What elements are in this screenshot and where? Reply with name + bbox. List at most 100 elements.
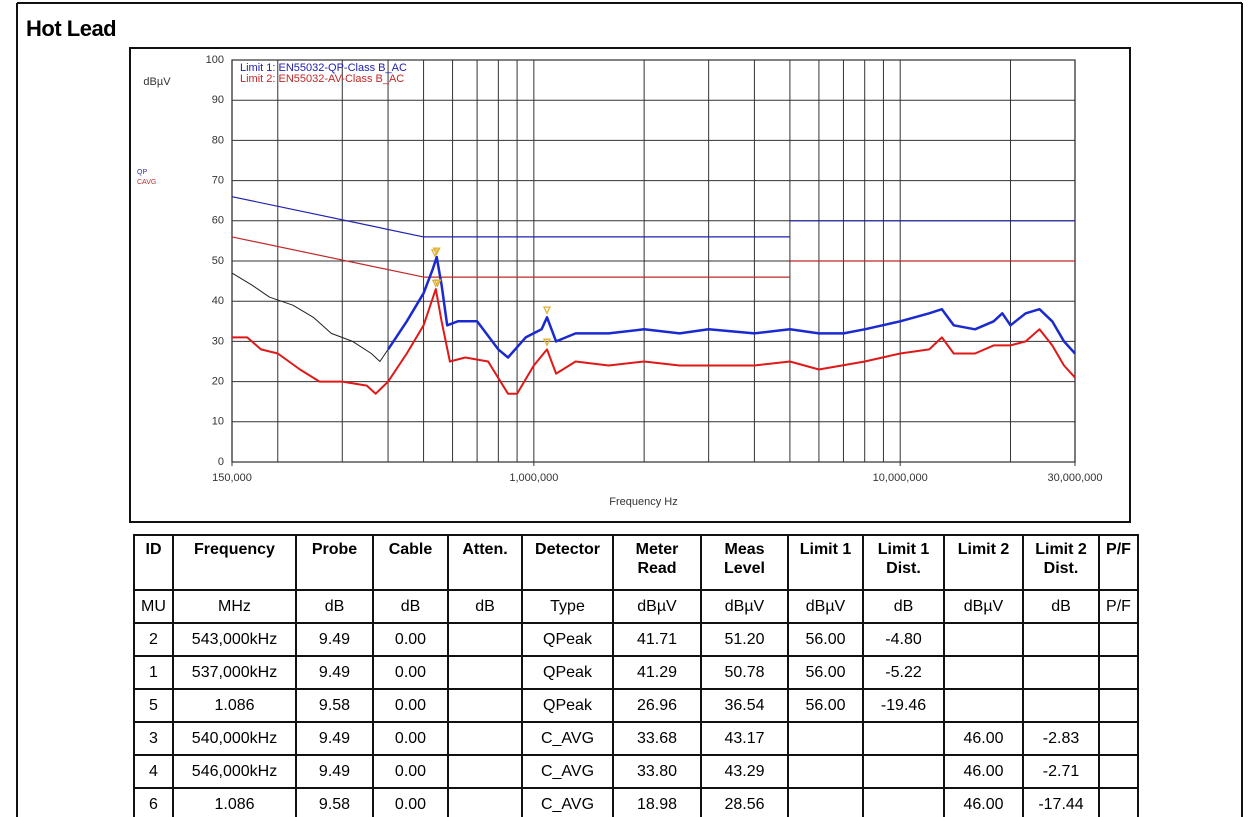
table-cell <box>862 721 945 756</box>
y-tick-label: 40 <box>212 295 224 307</box>
table-cell <box>787 754 864 789</box>
table-cell: Probe <box>295 534 374 591</box>
x-tick-label: 10,000,000 <box>873 472 928 484</box>
table-cell <box>447 622 523 657</box>
table-cell: 56.00 <box>787 622 864 657</box>
table-cell: 9.49 <box>295 655 374 690</box>
marker <box>430 249 439 258</box>
table-cell: 56.00 <box>787 655 864 690</box>
table-cell <box>787 721 864 756</box>
table-cell: Meter Read <box>612 534 702 591</box>
table-cell: 18.98 <box>612 787 702 817</box>
table-cell: 0.00 <box>372 787 449 817</box>
table-cell: 41.29 <box>612 655 702 690</box>
table-cell: 0.00 <box>372 622 449 657</box>
table-cell <box>862 787 945 817</box>
table-cell: 0.00 <box>372 721 449 756</box>
table-cell: MU <box>133 589 174 624</box>
table-cell: 546,000kHz <box>172 754 297 789</box>
table-cell: dBµV <box>612 589 702 624</box>
table-cell: Limit 2 Dist. <box>1022 534 1100 591</box>
legend-entry: Limit 1: EN55032-QP-Class B_AC <box>240 62 407 74</box>
series-line <box>231 196 1075 238</box>
table-cell: P/F <box>1098 534 1139 591</box>
chart-box <box>129 47 1131 523</box>
table-cell <box>1098 787 1139 817</box>
table-cell: Limit 1 Dist. <box>862 534 945 591</box>
table-cell: 9.49 <box>295 754 374 789</box>
table-cell <box>943 655 1024 690</box>
table-cell: 1 <box>133 655 174 690</box>
table-cell: -4.80 <box>862 622 945 657</box>
table-cell: 51.20 <box>700 622 789 657</box>
table-cell: C_AVG <box>521 787 614 817</box>
table-cell: dB <box>862 589 945 624</box>
table-cell: 56.00 <box>787 688 864 723</box>
table-cell: 0.00 <box>372 754 449 789</box>
header-row: ID Frequency Probe Cable Atten. Detector Meter… <box>133 534 1139 591</box>
table-cell: Meas Level <box>700 534 789 591</box>
table-cell: 6 <box>133 787 174 817</box>
table-cell <box>447 688 523 723</box>
table-cell: 0.00 <box>372 688 449 723</box>
table-cell: -17.44 <box>1022 787 1100 817</box>
table-cell <box>1098 622 1139 657</box>
table-cell: 43.29 <box>700 754 789 789</box>
table-cell: 46.00 <box>943 754 1024 789</box>
table-cell <box>1098 655 1139 690</box>
y-tick-label: 80 <box>212 134 224 146</box>
table-cell: 543,000kHz <box>172 622 297 657</box>
marker <box>542 306 552 315</box>
side-label: CAVG <box>137 179 156 186</box>
y-tick-label: 100 <box>206 54 224 66</box>
table-cell: dB <box>447 589 523 624</box>
table-cell: MHz <box>172 589 297 624</box>
table-cell: 33.80 <box>612 754 702 789</box>
table-cell: 36.54 <box>700 688 789 723</box>
table-cell: 28.56 <box>700 787 789 817</box>
table-cell <box>1098 754 1139 789</box>
y-tick-label: 90 <box>212 94 224 106</box>
table-cell: dB <box>372 589 449 624</box>
table-cell: 46.00 <box>943 787 1024 817</box>
table-cell: C_AVG <box>521 754 614 789</box>
table-cell: C_AVG <box>521 721 614 756</box>
table-cell: -19.46 <box>862 688 945 723</box>
table-cell <box>943 688 1024 723</box>
table-cell: 46.00 <box>943 721 1024 756</box>
table-cell: 26.96 <box>612 688 702 723</box>
y-tick-label: 70 <box>212 175 224 187</box>
table-cell: 2 <box>133 622 174 657</box>
table-cell: 4 <box>133 754 174 789</box>
table-cell: 537,000kHz <box>172 655 297 690</box>
table-cell: dB <box>295 589 374 624</box>
table-cell: dBµV <box>943 589 1024 624</box>
table-cell: dB <box>1022 589 1100 624</box>
y-axis-label: dBµV <box>143 76 171 88</box>
data-row: 2 543,000kHz 9.49 0.00 QPeak 41.71 51.20 56.00-… <box>133 622 1139 657</box>
table-cell: 5 <box>133 688 174 723</box>
table-cell: Type <box>521 589 614 624</box>
table-cell: dBµV <box>700 589 789 624</box>
series-line <box>231 272 389 362</box>
series-line <box>387 255 1076 359</box>
table-cell: 9.58 <box>295 787 374 817</box>
data-row: 4 546,000kHz 9.49 0.00 C_AVG 33.80 43.29 46.00-… <box>133 754 1139 789</box>
table-cell: 43.17 <box>700 721 789 756</box>
y-tick-label: 50 <box>212 255 224 267</box>
table-cell: Frequency <box>172 534 297 591</box>
data-row: 6 1.086 9.58 0.00 C_AVG 18.98 28.56 46.00 -17.44 <box>133 787 1139 817</box>
table-cell: Limit 2 <box>943 534 1024 591</box>
side-label: QP <box>137 169 147 176</box>
y-tick-label: 30 <box>212 335 224 347</box>
table-cell: 41.71 <box>612 622 702 657</box>
table-cell: -5.22 <box>862 655 945 690</box>
series-line <box>231 236 1075 278</box>
table-cell: Atten. <box>447 534 523 591</box>
table-cell: 3 <box>133 721 174 756</box>
x-tick-label: 1,000,000 <box>509 472 558 484</box>
table-cell: Limit 1 <box>787 534 864 591</box>
marker <box>433 279 442 288</box>
table-cell: dBµV <box>787 589 864 624</box>
